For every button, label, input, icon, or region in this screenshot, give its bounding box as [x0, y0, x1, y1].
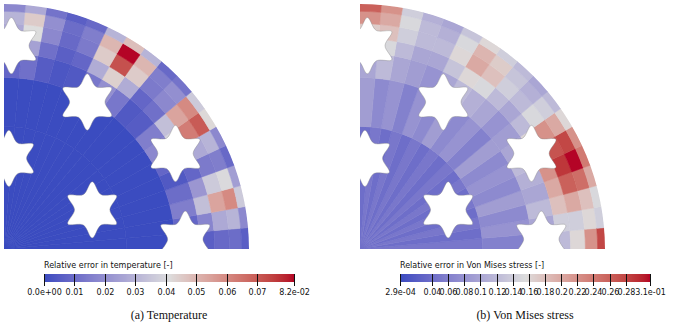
svg-text:0.0e+00: 0.0e+00 [27, 288, 62, 297]
svg-text:0.06: 0.06 [219, 288, 237, 297]
svg-text:0.02: 0.02 [97, 288, 115, 297]
svg-text:0.24: 0.24 [585, 288, 603, 297]
svg-text:0.2: 0.2 [555, 288, 568, 297]
svg-text:0.16: 0.16 [520, 287, 539, 297]
html-text:(a) Temperature: (a) Temperature [130, 308, 208, 322]
svg-text:0.07: 0.07 [249, 288, 267, 297]
html-text:(b) Von Mises stress: (b) Von Mises stress [476, 308, 574, 322]
svg-text:3.1e-01: 3.1e-01 [635, 288, 666, 297]
svg-text:0.01: 0.01 [66, 288, 84, 297]
svg-text:0.14: 0.14 [504, 287, 523, 297]
svg-text:Relative error in temperature: Relative error in temperature [-] [44, 261, 173, 270]
svg-text:8.2e-02: 8.2e-02 [279, 288, 310, 297]
svg-text:0.22: 0.22 [568, 287, 587, 297]
svg-text:0.12: 0.12 [488, 287, 507, 297]
svg-text:0.08: 0.08 [456, 288, 474, 297]
svg-text:2.9e-04: 2.9e-04 [385, 288, 416, 297]
svg-text:0.04: 0.04 [158, 288, 176, 297]
svg-text:0.05: 0.05 [188, 288, 206, 297]
svg-text:Relative error in Von Mises st: Relative error in Von Mises stress [-] [400, 261, 544, 270]
svg-text:0.03: 0.03 [127, 288, 145, 297]
svg-text:0.1: 0.1 [474, 288, 487, 297]
svg-text:0.28: 0.28 [618, 288, 636, 297]
svg-text:0.04: 0.04 [423, 287, 442, 297]
svg-text:0.18: 0.18 [537, 288, 555, 297]
svg-text:0.06: 0.06 [439, 287, 458, 297]
svg-text:0.26: 0.26 [601, 287, 620, 297]
